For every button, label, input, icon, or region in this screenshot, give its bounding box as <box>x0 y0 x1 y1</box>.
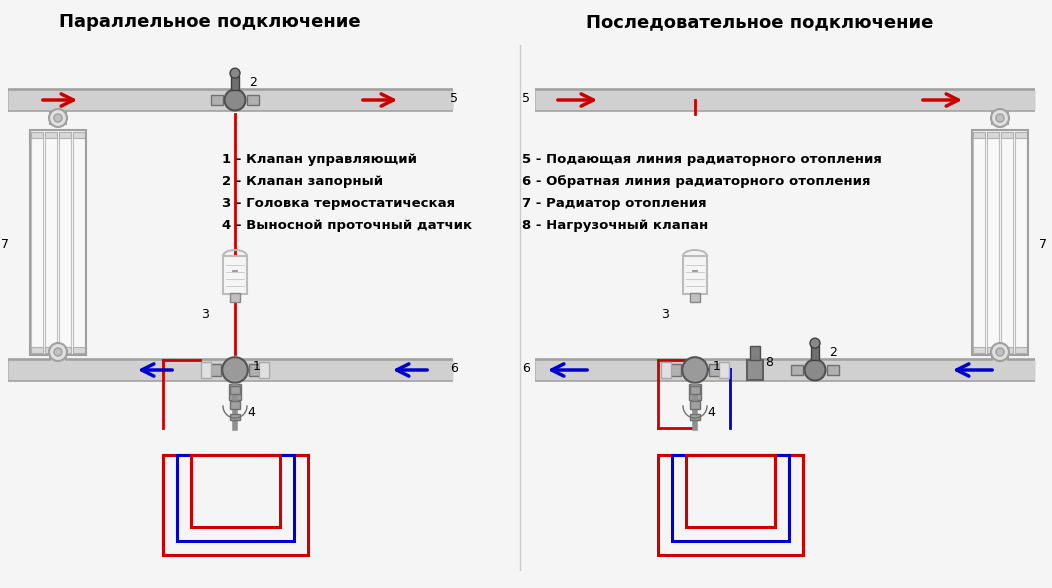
Bar <box>1002 132 1013 138</box>
Text: 1: 1 <box>254 360 261 373</box>
Circle shape <box>991 109 1009 127</box>
Bar <box>665 364 681 376</box>
Bar <box>973 132 985 353</box>
Bar <box>177 455 294 541</box>
Circle shape <box>991 343 1009 361</box>
Bar <box>230 401 240 409</box>
Bar <box>59 132 70 138</box>
Text: 8 - Нагрузочный клапан: 8 - Нагрузочный клапан <box>522 219 708 232</box>
Text: 6 - Обратная линия радиаторного отопления: 6 - Обратная линия радиаторного отоплени… <box>522 175 870 189</box>
Bar <box>259 362 269 378</box>
Bar <box>210 95 223 105</box>
Bar <box>190 455 280 527</box>
Text: Параллельное подключение: Параллельное подключение <box>59 13 361 31</box>
Bar <box>658 455 803 555</box>
Text: 1: 1 <box>713 360 721 373</box>
Text: 2: 2 <box>829 346 837 359</box>
Bar <box>791 365 803 375</box>
Bar <box>987 347 999 353</box>
Bar <box>1002 347 1013 353</box>
Bar <box>1015 132 1027 138</box>
Bar <box>750 346 760 360</box>
Bar <box>31 132 43 353</box>
Bar <box>73 132 85 138</box>
Bar <box>973 347 985 353</box>
Text: 5: 5 <box>450 92 458 105</box>
Circle shape <box>54 348 62 356</box>
Bar <box>45 132 57 138</box>
Bar <box>223 256 247 294</box>
Text: 4: 4 <box>247 406 255 419</box>
Text: 1 - Клапан управляющий: 1 - Клапан управляющий <box>222 153 417 166</box>
Bar <box>690 414 700 420</box>
Bar <box>671 455 789 541</box>
Bar <box>59 132 70 353</box>
Bar <box>73 132 85 353</box>
Bar <box>987 132 999 353</box>
Bar <box>229 385 241 400</box>
Bar <box>827 365 839 375</box>
Circle shape <box>49 109 67 127</box>
Text: 8: 8 <box>765 356 773 369</box>
Text: 4 - Выносной проточный датчик: 4 - Выносной проточный датчик <box>222 219 472 232</box>
Text: 4: 4 <box>707 406 715 419</box>
Text: 2 - Клапан запорный: 2 - Клапан запорный <box>222 175 383 189</box>
Text: 3: 3 <box>661 308 669 320</box>
Bar <box>204 364 221 376</box>
Text: 5: 5 <box>522 92 530 105</box>
Text: 7 - Радиатор отопления: 7 - Радиатор отопления <box>522 198 707 211</box>
Bar <box>247 95 259 105</box>
Circle shape <box>682 357 708 383</box>
Bar <box>747 360 763 380</box>
Text: 5 - Подающая линия радиаторного отопления: 5 - Подающая линия радиаторного отоплени… <box>522 153 882 166</box>
Circle shape <box>49 343 67 361</box>
Bar <box>973 132 985 138</box>
Bar <box>162 455 307 555</box>
Bar <box>690 401 700 409</box>
Circle shape <box>224 89 245 111</box>
Bar <box>690 386 700 394</box>
Bar <box>987 132 999 138</box>
Bar <box>1015 132 1027 353</box>
Bar <box>689 385 701 400</box>
Bar <box>249 364 265 376</box>
Text: 3 - Головка термостатическая: 3 - Головка термостатическая <box>222 198 456 211</box>
Text: Последовательное подключение: Последовательное подключение <box>586 13 934 31</box>
Bar <box>230 386 240 394</box>
Bar <box>709 364 726 376</box>
Text: 7: 7 <box>1 239 9 252</box>
Bar <box>31 130 86 355</box>
Bar <box>73 347 85 353</box>
Bar <box>230 293 240 302</box>
Bar <box>1002 132 1013 353</box>
Bar <box>1015 347 1027 353</box>
Bar <box>811 346 820 360</box>
Bar <box>45 347 57 353</box>
Circle shape <box>805 359 826 380</box>
Bar <box>231 76 239 90</box>
Bar <box>59 347 70 353</box>
Circle shape <box>810 338 820 348</box>
Bar <box>690 293 700 302</box>
Bar <box>683 256 707 294</box>
Text: 6: 6 <box>450 362 458 375</box>
Circle shape <box>222 357 248 383</box>
Bar <box>31 347 43 353</box>
Circle shape <box>230 68 240 78</box>
Bar <box>230 414 240 420</box>
Text: 7: 7 <box>1039 239 1047 252</box>
Bar <box>45 132 57 353</box>
Circle shape <box>996 348 1004 356</box>
Text: 6: 6 <box>522 362 530 375</box>
Bar <box>662 362 671 378</box>
Bar <box>719 362 729 378</box>
Bar <box>686 455 774 527</box>
Bar <box>31 132 43 138</box>
Text: 3: 3 <box>201 308 209 320</box>
Circle shape <box>996 114 1004 122</box>
Bar <box>201 362 211 378</box>
Text: 2: 2 <box>249 75 257 89</box>
Bar <box>972 130 1028 355</box>
Circle shape <box>54 114 62 122</box>
